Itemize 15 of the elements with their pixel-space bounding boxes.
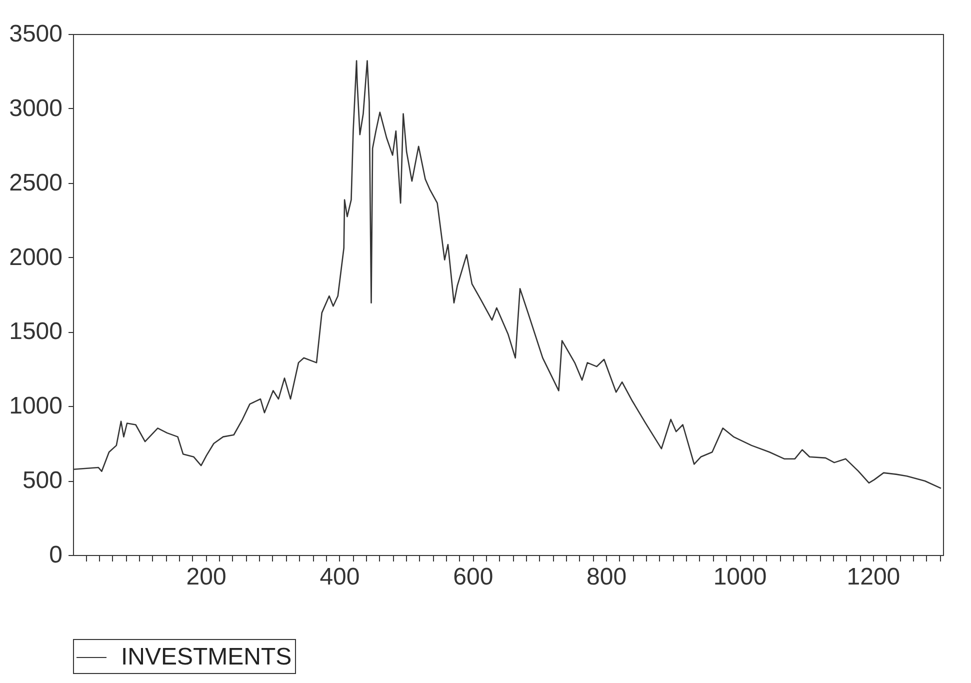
x-tick-label: 1000 (713, 564, 767, 590)
y-tick-label: 2000 (9, 244, 62, 271)
y-tick-label: 1000 (9, 392, 62, 420)
y-tick-label: 500 (22, 467, 62, 494)
y-tick-label: 2500 (9, 169, 62, 196)
legend-label: INVESTMENTS (121, 644, 292, 670)
y-tick-label: 3500 (9, 20, 62, 48)
x-tick-label: 200 (186, 564, 226, 590)
x-tick-label: 1200 (846, 564, 900, 590)
x-tick-label: 800 (586, 564, 627, 590)
y-tick-label: 1500 (9, 318, 62, 346)
y-tick-label: 3000 (9, 94, 62, 122)
x-tick-label: 600 (453, 564, 494, 590)
y-tick-label: 0 (49, 542, 62, 568)
x-tick-label: 400 (320, 564, 360, 590)
